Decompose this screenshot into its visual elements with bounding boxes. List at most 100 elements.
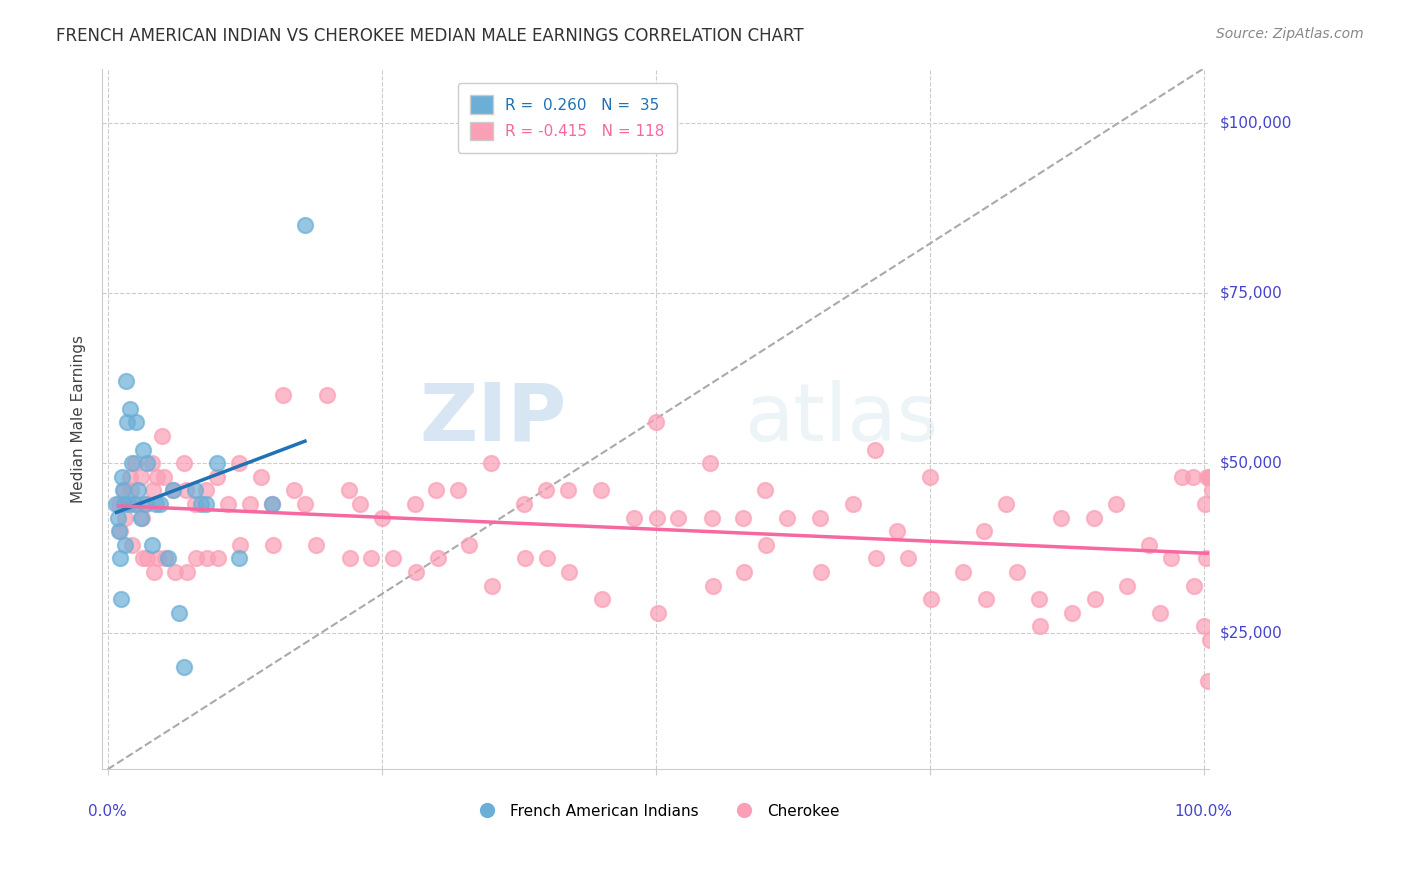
- Point: [134, 497, 156, 511]
- Point: [315, 388, 337, 402]
- Point: [174, 483, 197, 498]
- Point: [1149, 606, 1171, 620]
- Point: [262, 497, 284, 511]
- Point: [647, 606, 669, 620]
- Point: [1195, 469, 1218, 483]
- Point: [644, 415, 666, 429]
- Point: [447, 483, 470, 498]
- Point: [117, 497, 139, 511]
- Point: [1194, 497, 1216, 511]
- Point: [114, 538, 136, 552]
- Point: [426, 551, 449, 566]
- Point: [173, 456, 195, 470]
- Point: [195, 497, 218, 511]
- Point: [156, 551, 179, 566]
- Point: [142, 483, 165, 498]
- Point: [810, 565, 832, 579]
- Point: [207, 456, 229, 470]
- Text: ZIP: ZIP: [420, 380, 567, 458]
- Point: [136, 456, 159, 470]
- Point: [125, 415, 148, 429]
- Point: [262, 538, 284, 552]
- Point: [481, 579, 503, 593]
- Point: [167, 606, 190, 620]
- Point: [865, 551, 887, 566]
- Point: [142, 565, 165, 579]
- Point: [118, 469, 141, 483]
- Point: [207, 469, 229, 483]
- Point: [229, 538, 252, 552]
- Point: [370, 510, 392, 524]
- Text: atlas: atlas: [744, 380, 939, 458]
- Point: [305, 538, 328, 552]
- Point: [195, 483, 218, 498]
- Point: [755, 538, 778, 552]
- Point: [111, 469, 134, 483]
- Point: [141, 538, 163, 552]
- Point: [863, 442, 886, 457]
- Point: [132, 442, 155, 457]
- Point: [121, 456, 143, 470]
- Point: [217, 497, 239, 511]
- Text: 0.0%: 0.0%: [89, 804, 127, 819]
- Point: [121, 538, 143, 552]
- Point: [145, 497, 167, 511]
- Point: [1201, 483, 1223, 498]
- Point: [228, 456, 250, 470]
- Point: [112, 497, 135, 511]
- Point: [120, 483, 142, 498]
- Point: [479, 456, 502, 470]
- Point: [162, 483, 184, 498]
- Point: [700, 510, 723, 524]
- Point: [1170, 469, 1192, 483]
- Point: [733, 510, 755, 524]
- Point: [207, 551, 229, 566]
- Point: [197, 551, 219, 566]
- Point: [1050, 510, 1073, 524]
- Point: [425, 483, 447, 498]
- Point: [557, 483, 579, 498]
- Point: [1105, 497, 1128, 511]
- Point: [360, 551, 382, 566]
- Point: [1182, 579, 1205, 593]
- Point: [127, 483, 149, 498]
- Point: [129, 469, 152, 483]
- Text: $75,000: $75,000: [1220, 285, 1282, 301]
- Point: [1028, 592, 1050, 607]
- Point: [163, 565, 186, 579]
- Point: [513, 497, 536, 511]
- Point: [283, 483, 305, 498]
- Point: [146, 469, 169, 483]
- Point: [920, 592, 942, 607]
- Point: [458, 538, 481, 552]
- Point: [515, 551, 537, 566]
- Point: [995, 497, 1018, 511]
- Point: [337, 483, 360, 498]
- Point: [186, 551, 208, 566]
- Point: [152, 469, 174, 483]
- Point: [173, 660, 195, 674]
- Point: [131, 510, 153, 524]
- Point: [262, 497, 284, 511]
- Point: [1084, 592, 1107, 607]
- Point: [112, 483, 135, 498]
- Point: [1198, 469, 1220, 483]
- Point: [1007, 565, 1029, 579]
- Legend: French American Indians, Cherokee: French American Indians, Cherokee: [465, 797, 846, 825]
- Point: [122, 497, 145, 511]
- Text: $100,000: $100,000: [1220, 115, 1292, 130]
- Point: [125, 497, 148, 511]
- Point: [339, 551, 361, 566]
- Point: [591, 592, 613, 607]
- Point: [1201, 469, 1223, 483]
- Point: [733, 565, 755, 579]
- Point: [776, 510, 799, 524]
- Point: [699, 456, 721, 470]
- Point: [1199, 633, 1222, 648]
- Point: [702, 579, 724, 593]
- Point: [114, 510, 136, 524]
- Point: [110, 592, 132, 607]
- Point: [136, 551, 159, 566]
- Y-axis label: Median Male Earnings: Median Male Earnings: [72, 334, 86, 503]
- Point: [294, 218, 316, 232]
